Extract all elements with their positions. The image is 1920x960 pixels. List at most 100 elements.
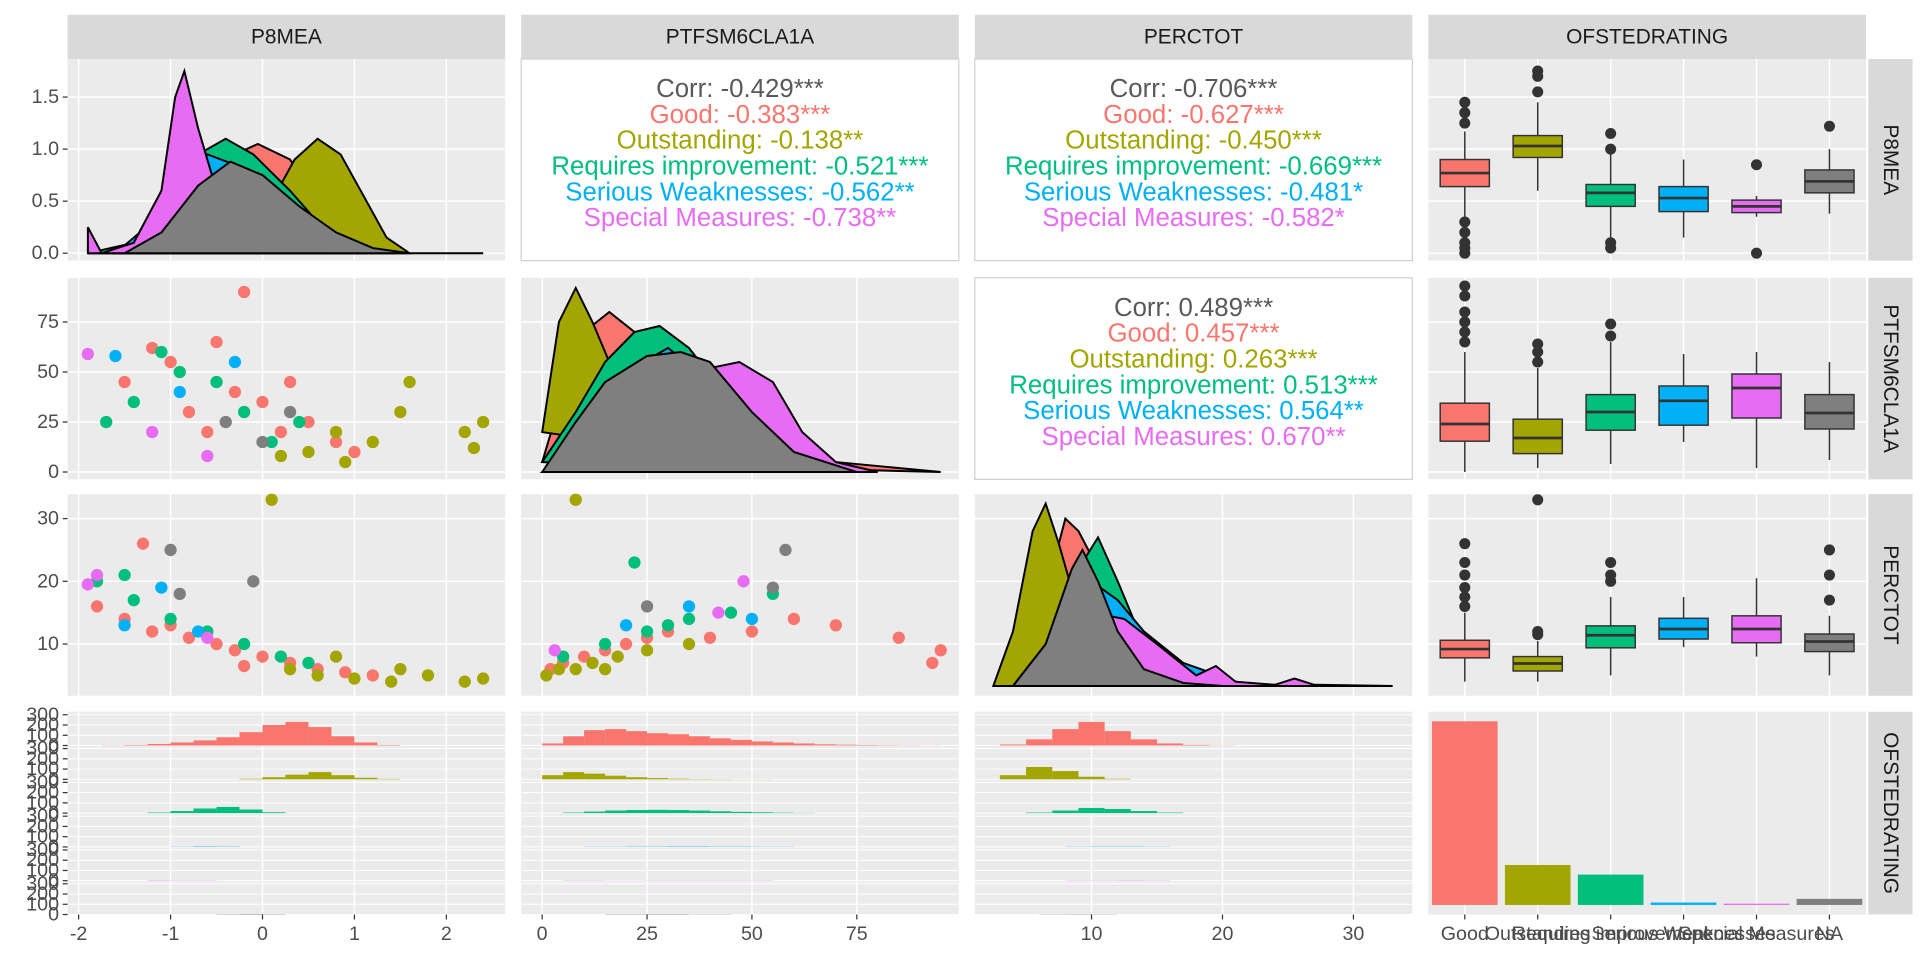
point xyxy=(311,669,324,682)
correlation-group: Good: -0.383*** xyxy=(650,101,831,129)
point xyxy=(556,650,570,663)
text-panel xyxy=(974,277,1413,480)
box xyxy=(1731,373,1782,419)
point xyxy=(283,662,297,676)
panel-background xyxy=(1428,277,1866,480)
point xyxy=(394,405,407,419)
histogram-bar xyxy=(1183,744,1210,746)
point xyxy=(237,405,251,419)
point xyxy=(458,675,471,688)
point xyxy=(219,415,232,429)
y-tick-label: 100 xyxy=(26,859,59,881)
outlier xyxy=(1459,336,1471,348)
histogram-bar xyxy=(563,772,585,780)
y-tick-label: 50 xyxy=(37,361,59,383)
histogram-bar xyxy=(331,775,355,780)
bar xyxy=(1504,865,1571,905)
point xyxy=(210,637,223,651)
histogram-bar xyxy=(1052,771,1079,780)
y-tick-label: 0.5 xyxy=(32,190,59,212)
row-strip-label: PTFSM6CLA1A xyxy=(1879,304,1902,453)
outlier xyxy=(1459,117,1471,129)
outlier xyxy=(1750,159,1763,171)
point xyxy=(329,650,343,663)
outlier xyxy=(1459,216,1471,228)
column-strip-label: OFSTEDRATING xyxy=(1566,25,1728,48)
outlier xyxy=(1459,326,1471,338)
point xyxy=(329,435,343,449)
point xyxy=(274,449,288,463)
histogram-bar xyxy=(835,744,857,746)
column-strip xyxy=(67,14,506,60)
histogram-bar xyxy=(170,742,194,746)
y-tick-label: 0 xyxy=(48,870,59,892)
outlier xyxy=(1605,318,1617,330)
point xyxy=(302,656,315,670)
x-tick-label: 2 xyxy=(441,923,452,945)
x-tick-label: 20 xyxy=(1212,923,1234,945)
point xyxy=(127,395,140,409)
point xyxy=(703,631,717,644)
point xyxy=(569,493,582,506)
panel-background xyxy=(1428,494,1866,696)
point xyxy=(619,619,633,632)
histogram-bar xyxy=(647,809,669,814)
correlation-group: Requires improvement: -0.521*** xyxy=(551,153,928,181)
point xyxy=(164,543,177,557)
point xyxy=(640,625,654,638)
x-tick-label: 0 xyxy=(257,923,268,945)
histogram-bar xyxy=(147,812,171,814)
y-tick-label: 1.0 xyxy=(32,138,59,160)
outlier xyxy=(1605,127,1617,140)
point xyxy=(81,347,94,361)
correlation-overall: Corr: -0.429*** xyxy=(656,75,824,103)
point xyxy=(201,449,214,463)
outlier xyxy=(1823,569,1835,581)
point xyxy=(173,587,186,601)
histogram-bar xyxy=(239,778,263,780)
point xyxy=(210,375,223,389)
point xyxy=(228,355,242,369)
point xyxy=(146,625,159,638)
point xyxy=(228,385,242,399)
point xyxy=(366,669,379,682)
point xyxy=(90,600,104,613)
point xyxy=(283,375,297,389)
outlier xyxy=(1459,582,1471,594)
outlier xyxy=(1532,494,1544,506)
box xyxy=(1439,402,1491,442)
y-tick-label: 0 xyxy=(48,735,59,757)
row-strip-label: OFSTEDRATING xyxy=(1879,732,1902,894)
correlation-overall: Corr: -0.706*** xyxy=(1110,75,1278,103)
x-tick-label: Requires improvement xyxy=(1512,923,1710,945)
correlation-group: Requires improvement: 0.513*** xyxy=(1009,371,1378,399)
histogram-bar xyxy=(688,810,710,814)
point xyxy=(237,637,251,651)
histogram-bar xyxy=(124,744,148,746)
point xyxy=(81,578,94,591)
outlier xyxy=(1459,316,1471,328)
point xyxy=(210,335,223,349)
histogram-bar xyxy=(147,743,171,746)
y-tick-label: 100 xyxy=(26,826,59,848)
histogram-bar xyxy=(856,744,878,746)
y-tick-label: 10 xyxy=(37,633,59,655)
y-tick-label: 100 xyxy=(26,893,59,915)
histogram-bar xyxy=(354,742,378,746)
point xyxy=(712,606,725,619)
point xyxy=(274,425,288,439)
point xyxy=(302,445,315,459)
histogram-bar xyxy=(751,741,773,746)
correlation-group: Serious Weaknesses: 0.564** xyxy=(1023,397,1364,425)
column-strip xyxy=(974,14,1413,60)
histogram-bar xyxy=(626,731,648,746)
y-tick-label: 0.0 xyxy=(32,242,59,264)
point xyxy=(611,650,624,663)
histogram-bar xyxy=(285,721,309,746)
histogram-bar xyxy=(239,809,263,814)
point xyxy=(265,435,278,449)
point xyxy=(829,619,842,632)
histogram-bar xyxy=(1052,729,1079,746)
bar xyxy=(1796,898,1863,905)
